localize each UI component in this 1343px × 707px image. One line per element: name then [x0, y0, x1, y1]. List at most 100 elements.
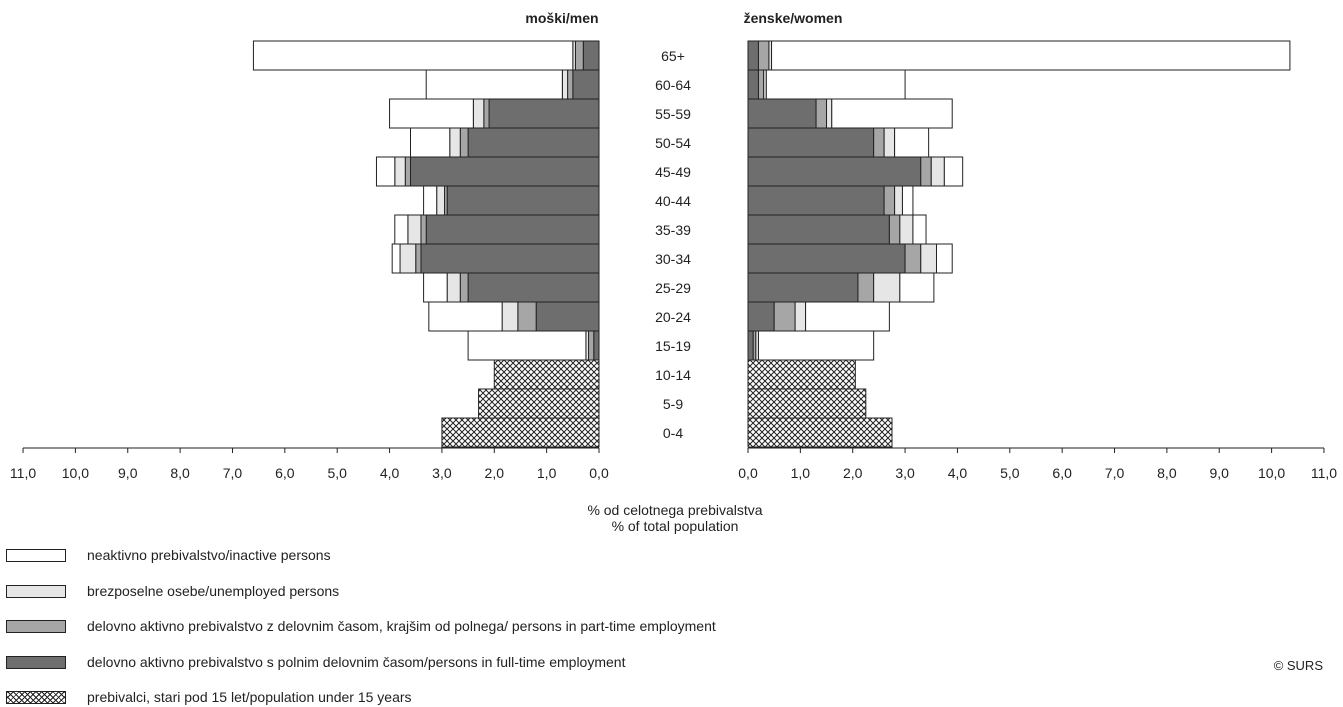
women-bar-unemployed-35-39	[899, 214, 914, 245]
age-label-5-9: 5-9	[663, 396, 683, 412]
men-bar-part_time-60-64	[567, 69, 574, 100]
men-bar-full_time-15-19	[593, 330, 600, 361]
women-bar-full_time-35-39	[747, 214, 890, 245]
men-bars	[252, 40, 600, 448]
men-bar-full_time-60-64	[572, 69, 600, 100]
men-bar-unemployed-30-34	[399, 243, 417, 274]
men-bar-full_time-25-29	[467, 272, 600, 303]
women-bar-part_time-35-39	[888, 214, 901, 245]
women-bar-under_15-5-9	[747, 388, 867, 419]
women-bar-part_time-40-44	[883, 185, 896, 216]
men-bar-unemployed-20-24	[501, 301, 519, 332]
men-bar-full_time-55-59	[488, 98, 600, 129]
men-tick-label: 10,0	[62, 465, 89, 481]
men-bar-full_time-30-34	[420, 243, 600, 274]
inactive-swatch	[6, 549, 66, 562]
men-bar-unemployed-40-44	[436, 185, 446, 216]
age-label-15-19: 15-19	[655, 338, 691, 354]
men-bar-part_time-50-54	[459, 127, 469, 158]
women-bars	[747, 40, 1291, 448]
men-bar-inactive-45-49	[375, 156, 396, 187]
men-bar-part_time-55-59	[483, 98, 490, 129]
women-side-title: ženske/women	[744, 10, 843, 26]
men-bar-part_time-45-49	[404, 156, 412, 187]
men-bar-full_time-50-54	[467, 127, 600, 158]
women-bar-full_time-25-29	[747, 272, 859, 303]
women-bar-part_time-65+	[757, 40, 770, 71]
women-bar-inactive-55-59	[831, 98, 953, 129]
age-label-55-59: 55-59	[655, 106, 691, 122]
men-bar-unemployed-50-54	[449, 127, 461, 158]
women-bar-inactive-45-49	[943, 156, 964, 187]
men-bar-unemployed-35-39	[407, 214, 422, 245]
part-time-swatch	[6, 620, 66, 633]
legend-label-under-15: prebivalci, stari pod 15 let/population …	[87, 689, 412, 705]
women-tick-label: 3,0	[895, 465, 915, 481]
women-bar-full_time-45-49	[747, 156, 922, 187]
men-bar-part_time-35-39	[420, 214, 427, 245]
men-bar-part_time-65+	[574, 40, 584, 71]
men-bar-unemployed-25-29	[446, 272, 461, 303]
women-bar-full_time-55-59	[747, 98, 817, 129]
women-bar-full_time-65+	[747, 40, 759, 71]
age-label-20-24: 20-24	[655, 309, 691, 325]
legend-label-inactive: neaktivno prebivalstvo/inactive persons	[87, 547, 331, 563]
age-label-60-64: 60-64	[655, 77, 691, 93]
women-tick-label: 0,0	[738, 465, 758, 481]
women-bar-full_time-20-24	[747, 301, 775, 332]
women-tick-label: 6,0	[1052, 465, 1072, 481]
women-tick-label: 9,0	[1210, 465, 1230, 481]
women-bar-under_15-0-4	[747, 417, 893, 448]
men-tick-label: 8,0	[170, 465, 190, 481]
women-bar-unemployed-55-59	[826, 98, 833, 129]
men-tick-label: 6,0	[275, 465, 295, 481]
men-tick-label: 4,0	[380, 465, 400, 481]
women-bar-part_time-50-54	[873, 127, 885, 158]
men-tick-label: 7,0	[223, 465, 243, 481]
women-tick-label: 7,0	[1105, 465, 1125, 481]
women-bar-part_time-30-34	[904, 243, 922, 274]
men-bar-inactive-60-64	[425, 69, 563, 100]
unemployed-swatch	[6, 585, 66, 598]
women-bar-inactive-25-29	[899, 272, 935, 303]
age-label-50-54: 50-54	[655, 135, 691, 151]
women-tick-label: 10,0	[1258, 465, 1285, 481]
men-bar-part_time-25-29	[459, 272, 469, 303]
legend-label-full-time: delovno aktivno prebivalstvo s polnim de…	[87, 654, 626, 670]
age-label-0-4: 0-4	[663, 425, 683, 441]
women-bar-unemployed-30-34	[920, 243, 937, 274]
x-axis-title-line1: % od celotnega prebivalstva	[587, 502, 763, 518]
x-axis-title-line2: % of total population	[611, 518, 739, 534]
men-bar-under_15-0-4	[441, 417, 600, 448]
age-label-65+: 65+	[661, 48, 685, 64]
women-bar-inactive-35-39	[912, 214, 927, 245]
age-label-30-34: 30-34	[655, 251, 691, 267]
women-bar-inactive-50-54	[894, 127, 930, 158]
women-tick-label: 4,0	[948, 465, 968, 481]
men-bar-part_time-30-34	[415, 243, 422, 274]
population-pyramid-chart: moški/men ženske/women 65+ 60-64 55-59 50-5…	[10, 10, 1337, 481]
men-bar-inactive-20-24	[428, 301, 503, 332]
men-tick-label: 1,0	[537, 465, 557, 481]
men-bar-inactive-55-59	[389, 98, 474, 129]
women-tick-label: 2,0	[843, 465, 863, 481]
women-bar-inactive-15-19	[757, 330, 875, 361]
women-tick-label: 11,0	[1311, 465, 1337, 481]
age-label-25-29: 25-29	[655, 280, 691, 296]
men-bar-inactive-50-54	[410, 127, 451, 158]
women-bar-part_time-25-29	[857, 272, 875, 303]
men-tick-label: 3,0	[432, 465, 452, 481]
women-bar-unemployed-25-29	[873, 272, 901, 303]
women-bar-inactive-20-24	[805, 301, 890, 332]
men-bar-part_time-15-19	[588, 330, 595, 361]
men-bar-full_time-35-39	[425, 214, 600, 245]
women-bar-full_time-60-64	[747, 69, 759, 100]
x-axis-ticks: 0,0 0,0 1,0 1,0 2,0 2,0 3,0 3,0 4,0 4,0 5,0 5,0 6,0 6…	[10, 448, 1337, 481]
women-bar-inactive-60-64	[765, 69, 906, 100]
women-bar-inactive-65+	[771, 40, 1291, 71]
men-tick-label: 11,0	[10, 465, 36, 481]
men-bar-inactive-15-19	[467, 330, 587, 361]
women-bar-unemployed-20-24	[794, 301, 807, 332]
women-bar-full_time-40-44	[747, 185, 885, 216]
age-label-40-44: 40-44	[655, 193, 691, 209]
